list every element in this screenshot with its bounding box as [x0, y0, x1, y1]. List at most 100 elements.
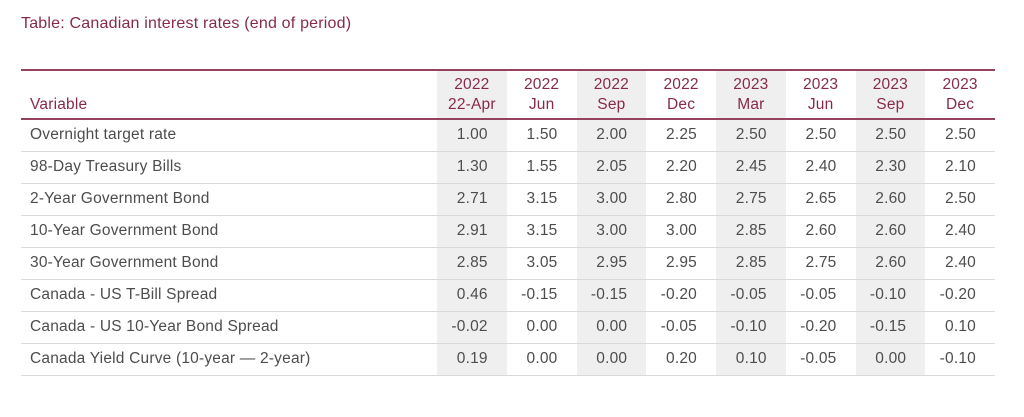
row-label: 2-Year Government Bond	[21, 183, 437, 216]
header-period: Dec	[667, 96, 696, 113]
value-cell: 0.46	[437, 279, 507, 312]
value-cell: 2.50	[785, 119, 856, 152]
value-cell: 2.40	[785, 151, 856, 184]
value-cell: 0.00	[576, 343, 647, 376]
value-cell: 3.00	[576, 215, 647, 248]
value-cell: 0.19	[437, 343, 507, 376]
value-cell: 2.85	[716, 215, 786, 248]
header-row: Variable 2022 22-Apr 2022 Jun 2022 Sep 2022 Dec…	[21, 69, 995, 120]
interest-rates-table: Variable 2022 22-Apr 2022 Jun 2022 Sep 2022 Dec…	[21, 69, 995, 376]
header-period: Jun	[528, 96, 555, 113]
column-header-2023-Mar: 2023 Mar	[716, 69, 786, 120]
value-cell: 2.40	[925, 247, 995, 280]
value-cell: 0.00	[576, 311, 647, 344]
value-cell: 0.20	[646, 343, 716, 376]
value-cell: -0.05	[785, 279, 856, 312]
row-label: Overnight target rate	[21, 119, 437, 152]
value-cell: 3.15	[506, 215, 577, 248]
value-cell: 2.50	[925, 183, 995, 216]
value-cell: 2.60	[855, 247, 926, 280]
value-cell: 2.95	[576, 247, 647, 280]
value-cell: -0.10	[855, 279, 926, 312]
value-cell: 2.60	[785, 215, 856, 248]
column-header-2023-Dec: 2023 Dec	[925, 69, 995, 120]
value-cell: 1.00	[437, 119, 507, 152]
column-header-2022-Jun: 2022 Jun	[506, 69, 577, 120]
table-row: 2-Year Government Bond 2.71 3.15 3.00 2.80 2.…	[21, 183, 995, 216]
row-label: 30-Year Government Bond	[21, 247, 437, 280]
row-label: 98-Day Treasury Bills	[21, 151, 437, 184]
header-year: 2022	[454, 76, 490, 93]
value-cell: 2.00	[576, 119, 647, 152]
value-cell: 0.10	[716, 343, 786, 376]
value-cell: -0.15	[506, 279, 577, 312]
value-cell: 2.10	[925, 151, 995, 184]
row-label: Canada - US 10-Year Bond Spread	[21, 311, 437, 344]
value-cell: 3.05	[506, 247, 577, 280]
header-year: 2023	[872, 76, 909, 93]
table-row: 10-Year Government Bond 2.91 3.15 3.00 3.00 2…	[21, 215, 995, 248]
column-header-2022-22-Apr: 2022 22-Apr	[437, 69, 507, 120]
value-cell: 2.85	[437, 247, 507, 280]
value-cell: -0.05	[785, 343, 856, 376]
value-cell: 2.50	[716, 119, 786, 152]
value-cell: 2.65	[785, 183, 856, 216]
value-cell: -0.10	[925, 343, 995, 376]
header-year: 2022	[523, 76, 560, 93]
value-cell: 2.50	[925, 119, 995, 152]
value-cell: 3.00	[646, 215, 716, 248]
table-header: Variable 2022 22-Apr 2022 Jun 2022 Sep 2022 Dec…	[21, 69, 995, 120]
value-cell: 2.05	[576, 151, 647, 184]
value-cell: 2.75	[785, 247, 856, 280]
column-header-2023-Sep: 2023 Sep	[855, 69, 926, 120]
table-row: 98-Day Treasury Bills 1.30 1.55 2.05 2.20 2.4…	[21, 151, 995, 184]
header-year: 2022	[663, 76, 699, 93]
value-cell: 1.50	[506, 119, 577, 152]
value-cell: 2.20	[646, 151, 716, 184]
value-cell: 0.00	[506, 343, 577, 376]
header-year: 2023	[802, 76, 839, 93]
value-cell: -0.10	[716, 311, 786, 344]
value-cell: 1.30	[437, 151, 507, 184]
column-header-2022-Sep: 2022 Sep	[576, 69, 647, 120]
value-cell: -0.20	[646, 279, 716, 312]
value-cell: -0.02	[437, 311, 507, 344]
header-period: Sep	[876, 96, 905, 113]
row-label: Canada - US T-Bill Spread	[21, 279, 437, 312]
value-cell: 2.75	[716, 183, 786, 216]
header-period: Jun	[807, 96, 834, 113]
value-cell: 2.45	[716, 151, 786, 184]
value-cell: -0.15	[855, 311, 926, 344]
table-title: Table: Canadian interest rates (end of p…	[21, 15, 352, 32]
value-cell: 3.15	[506, 183, 577, 216]
table-body: Overnight target rate 1.00 1.50 2.00 2.25 2.5…	[21, 119, 995, 376]
column-header-2023-Jun: 2023 Jun	[785, 69, 856, 120]
value-cell: 0.00	[855, 343, 926, 376]
value-cell: 2.60	[855, 215, 926, 248]
header-period: 22-Apr	[448, 96, 496, 113]
header-period: Sep	[597, 96, 626, 113]
value-cell: 2.60	[855, 183, 926, 216]
table-row: Canada - US 10-Year Bond Spread -0.02 0.00…	[21, 311, 995, 344]
header-period: Mar	[737, 96, 765, 113]
row-label: 10-Year Government Bond	[21, 215, 437, 248]
column-header-2022-Dec: 2022 Dec	[646, 69, 716, 120]
value-cell: 2.40	[925, 215, 995, 248]
value-cell: -0.05	[716, 279, 786, 312]
value-cell: 0.00	[506, 311, 577, 344]
header-period: Dec	[946, 96, 975, 113]
value-cell: -0.20	[925, 279, 995, 312]
value-cell: 2.85	[716, 247, 786, 280]
value-cell: 2.91	[437, 215, 507, 248]
value-cell: 3.00	[576, 183, 647, 216]
value-cell: -0.05	[646, 311, 716, 344]
row-label: Canada Yield Curve (10-year — 2-year)	[21, 343, 437, 376]
value-cell: 2.30	[855, 151, 926, 184]
column-header-variable: Variable	[21, 69, 437, 120]
header-year: 2023	[733, 76, 769, 93]
table-row: Canada Yield Curve (10-year — 2-year) 0.1…	[21, 343, 995, 376]
table-row: Overnight target rate 1.00 1.50 2.00 2.25 2.5…	[21, 119, 995, 152]
value-cell: -0.20	[785, 311, 856, 344]
table-row: 30-Year Government Bond 2.85 3.05 2.95 2.95 2…	[21, 247, 995, 280]
